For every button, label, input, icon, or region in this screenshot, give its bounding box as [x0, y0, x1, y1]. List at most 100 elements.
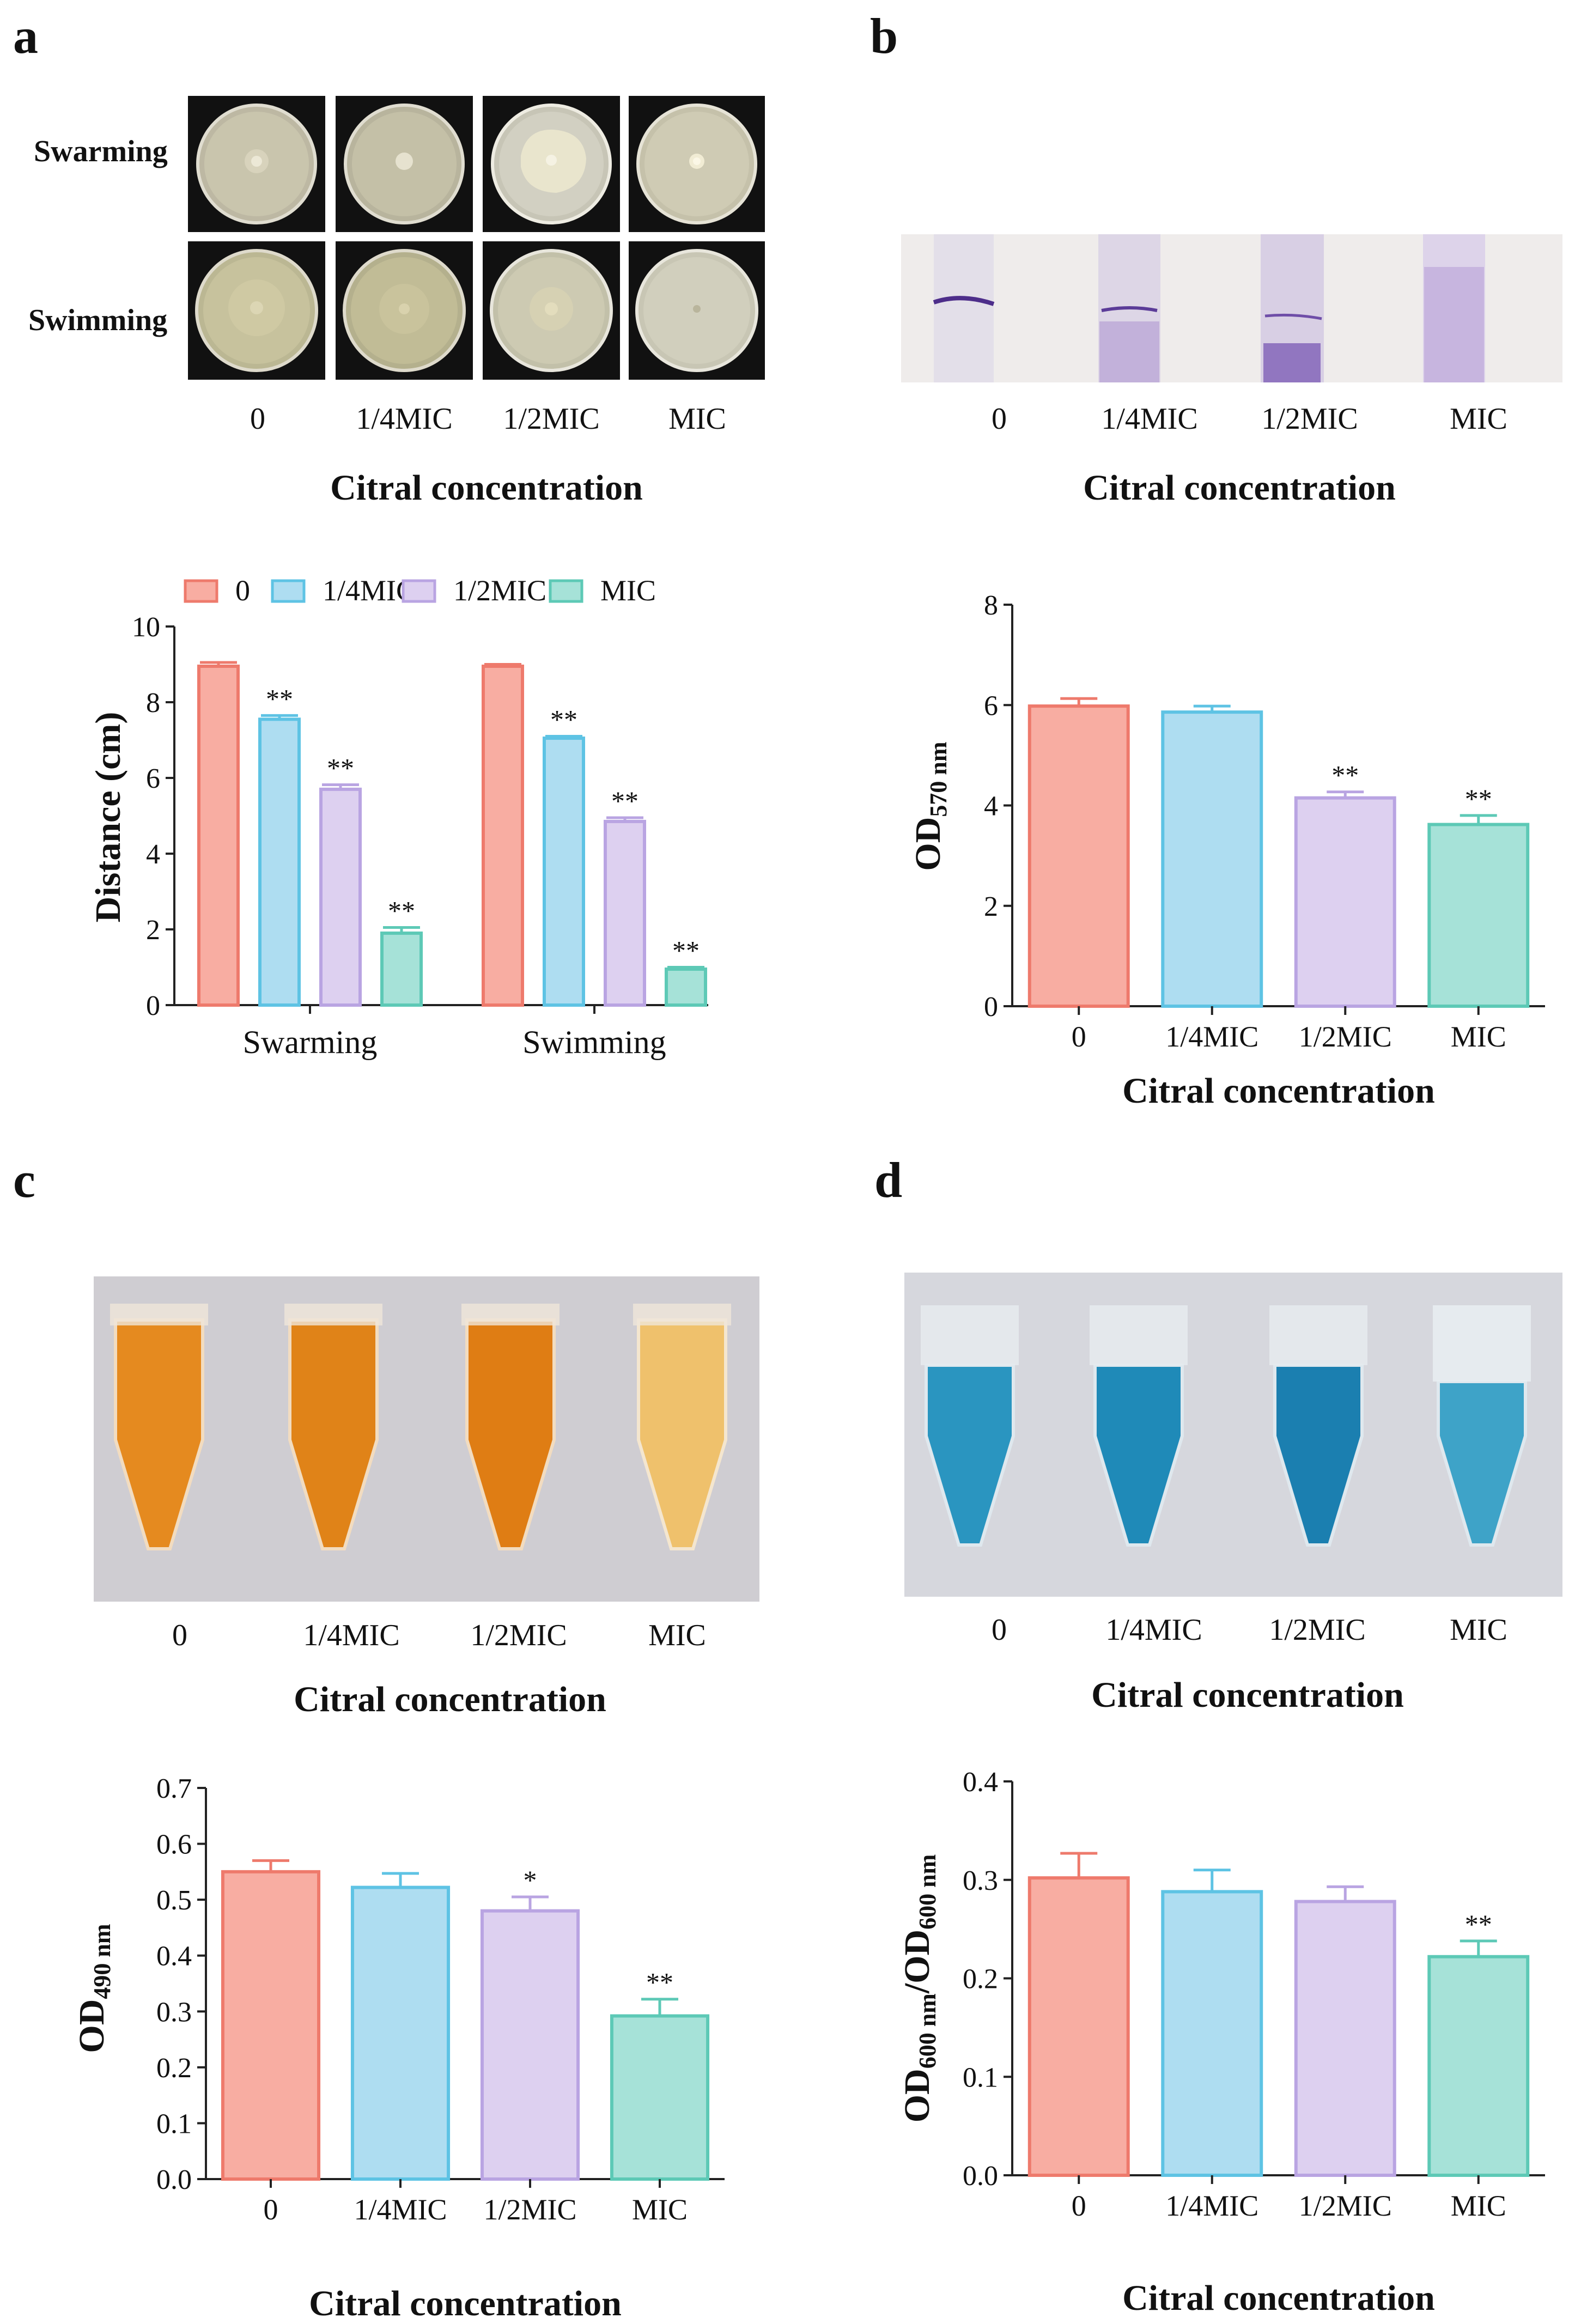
plate-swarming-mic	[629, 96, 765, 232]
orange-conc-label-mic: MIC	[648, 1619, 706, 1652]
y-tick-label: 0.7	[156, 1773, 192, 1804]
panel-letter-c: c	[13, 1152, 35, 1208]
bar	[350, 1885, 451, 2181]
orange-conc-label-0: 0	[172, 1619, 187, 1652]
bar	[258, 717, 301, 1007]
x-tick-label: 1/4MIC	[1165, 2189, 1258, 2222]
x-tick-label: 0	[1072, 1020, 1086, 1053]
significance-mark: **	[646, 1967, 673, 1998]
x-tick-label: 1/4MIC	[1165, 1020, 1258, 1053]
biofilm-od570-chart: 0 2 4 6 8 0 1/4MIC ** 1/2MIC ** MIC OD570 nm Citral …	[908, 590, 1545, 1111]
swarming-swimming-chart: 0 2 4 6 8 10 0 1/4MIC 1/2MIC MIC ** ** ** Swarming ** *…	[88, 574, 708, 1060]
photo-row-label-swarming: Swarming	[34, 135, 168, 168]
plate-axis-title: Citral concentration	[330, 468, 643, 508]
bar	[610, 2014, 710, 2181]
y-tick-label: 2	[984, 891, 998, 922]
y-tick-label: 6	[146, 763, 160, 794]
x-tick-label: Swimming	[522, 1024, 666, 1060]
plate-swarming-half-mic	[483, 96, 620, 232]
y-tick-label: 0.4	[156, 1941, 192, 1972]
y-tick-label: 0	[984, 991, 998, 1023]
x-tick-label: MIC	[1451, 1020, 1506, 1053]
significance-mark: **	[388, 896, 415, 926]
petri-dish-image	[344, 104, 465, 224]
y-tick-label: 0	[146, 990, 160, 1021]
petri-dish-image	[636, 104, 757, 224]
significance-mark: **	[1465, 1909, 1492, 1939]
bar	[1027, 704, 1130, 1008]
significance-mark: *	[524, 1865, 537, 1895]
significance-mark: **	[327, 753, 354, 783]
significance-mark: **	[550, 704, 577, 735]
x-axis-title: Citral concentration	[1122, 2278, 1435, 2318]
x-tick-label: MIC	[632, 2193, 688, 2226]
legend-label: MIC	[600, 574, 656, 607]
bar	[197, 664, 240, 1007]
bar	[1427, 823, 1530, 1008]
legend-swatch	[402, 579, 436, 603]
y-tick-label: 0.4	[963, 1771, 998, 1798]
tube-conc-label-half-mic: 1/2MIC	[1261, 402, 1358, 436]
blue-tubes-image	[904, 1273, 1562, 1597]
panel-letter-b: b	[870, 8, 898, 64]
biofilm-tubes-photo	[901, 234, 1562, 382]
x-axis-title: Citral concentration	[309, 2284, 622, 2323]
petri-dish-image	[343, 249, 466, 372]
blue-conc-label-0: 0	[992, 1613, 1007, 1647]
significance-mark: **	[672, 935, 700, 966]
significance-mark: **	[611, 786, 639, 816]
bar	[543, 737, 585, 1007]
x-tick-label: 1/4MIC	[354, 2193, 447, 2226]
tube-axis-title: Citral concentration	[1083, 468, 1396, 508]
pyocyanin-tubes-photo	[94, 1276, 759, 1602]
petri-dish-image	[490, 249, 613, 372]
y-tick-label: 8	[984, 590, 998, 621]
blue-tubes-photo	[904, 1273, 1562, 1597]
legend-swatch	[271, 579, 306, 603]
x-axis-title: Citral concentration	[1122, 1071, 1435, 1111]
bar	[1427, 1955, 1530, 2177]
x-tick-label: 1/2MIC	[1299, 1020, 1392, 1053]
blue-axis-title: Citral concentration	[1091, 1675, 1404, 1715]
plate-swimming-quarter-mic	[336, 241, 473, 380]
y-tick-label: 0.3	[963, 1865, 998, 1896]
y-axis-label: OD570 nm	[908, 741, 952, 871]
bar	[1161, 1890, 1263, 2177]
orange-axis-title: Citral concentration	[294, 1680, 606, 1719]
x-tick-label: MIC	[1451, 2189, 1506, 2222]
significance-mark: **	[266, 683, 293, 714]
bar	[482, 664, 524, 1007]
y-tick-label: 6	[984, 690, 998, 721]
orange-conc-label-half-mic: 1/2MIC	[470, 1619, 567, 1652]
y-tick-label: 2	[146, 915, 160, 946]
y-tick-label: 4	[984, 791, 998, 822]
plate-conc-label-mic: MIC	[668, 402, 726, 436]
plate-swimming-mic	[629, 241, 765, 380]
bar	[665, 967, 707, 1007]
y-axis-label: OD490 nm	[72, 1924, 115, 2053]
legend-label: 1/4MIC	[323, 574, 416, 607]
significance-mark: **	[1465, 783, 1492, 814]
plate-swarming-quarter-mic	[336, 96, 473, 232]
y-axis-label: Distance (cm)	[88, 712, 128, 923]
petri-dish-image	[196, 104, 317, 224]
panel-letter-a: a	[13, 8, 38, 64]
legend-label: 1/2MIC	[453, 574, 546, 607]
bar	[1294, 796, 1396, 1008]
y-tick-label: 0.2	[156, 2053, 192, 2084]
od600-ratio-chart: 0.0 0.1 0.2 0.3 0.4 0 1/4MIC 1/2MIC ** MIC OD600 n…	[897, 1771, 1545, 2318]
x-tick-label: 1/2MIC	[483, 2193, 576, 2226]
biofilm-tubes-image	[901, 234, 1562, 382]
y-tick-label: 0.0	[963, 2161, 998, 2192]
plate-swimming-0	[188, 241, 325, 380]
bar	[221, 1870, 321, 2181]
plate-swarming-0	[188, 96, 325, 232]
plate-conc-label-0: 0	[250, 402, 265, 436]
y-tick-label: 0.2	[963, 1964, 998, 1995]
y-tick-label: 0.6	[156, 1829, 192, 1860]
orange-conc-label-quarter-mic: 1/4MIC	[303, 1619, 400, 1652]
legend-swatch	[549, 579, 583, 603]
blue-conc-label-mic: MIC	[1450, 1613, 1507, 1647]
x-tick-label: 0	[1072, 2189, 1086, 2222]
bar	[480, 1909, 580, 2181]
